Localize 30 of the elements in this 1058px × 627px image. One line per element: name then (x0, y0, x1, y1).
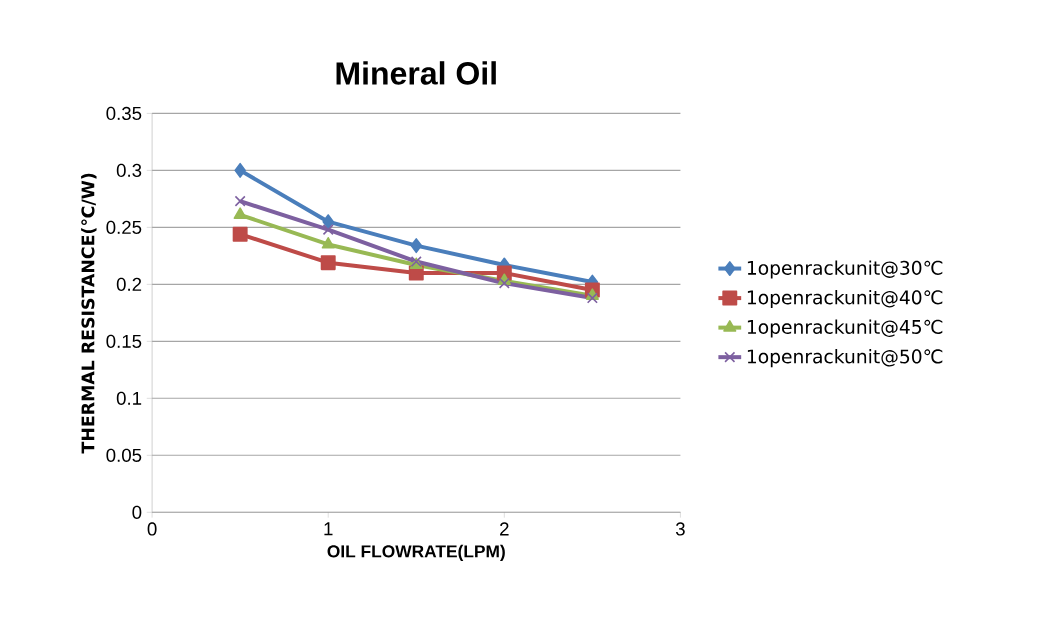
point (232, 226, 248, 242)
point (322, 224, 334, 236)
y-tick-label: 0.1 (116, 391, 142, 405)
point (586, 292, 598, 304)
point (321, 236, 335, 249)
point (234, 162, 246, 178)
y-tick-label: 0.35 (106, 106, 142, 120)
point (410, 238, 423, 254)
y-tick-label: 0 (132, 505, 142, 519)
legend-label: 1openrackunit@50℃ (747, 349, 943, 368)
point (498, 277, 510, 289)
x-tick-label: 2 (500, 522, 509, 536)
y-tick-label: 0.05 (106, 448, 142, 462)
y-tick-label: 0.3 (116, 163, 142, 177)
y-tick-label: 0.25 (106, 220, 142, 234)
point (234, 195, 246, 207)
x-tick-label: 0 (147, 522, 157, 536)
legend-label: 1openrackunit@30℃ (747, 260, 943, 279)
chart-title: Mineral Oil (336, 61, 496, 85)
x-tick-label: 3 (675, 522, 685, 536)
point (322, 214, 335, 230)
x-tick-label: 1 (324, 522, 333, 536)
point (233, 207, 247, 219)
y-tick-label: 0.2 (116, 277, 142, 291)
point (320, 255, 336, 271)
y-axis-title: THERMAL RESISTANCE(℃/W) (81, 173, 97, 454)
x-axis-title: OIL FLOWRATE(LPM) (327, 544, 505, 561)
y-tick-label: 0.15 (106, 334, 142, 348)
legend-label: 1openrackunit@40℃ (747, 289, 943, 309)
legend-label: 1openrackunit@45℃ (747, 319, 943, 338)
